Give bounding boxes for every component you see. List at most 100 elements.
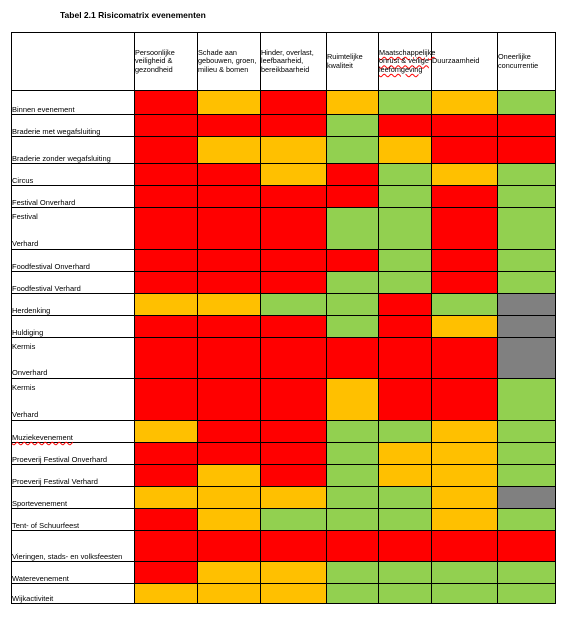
table-row: Braderie zonder wegafsluiting (11, 136, 556, 164)
row-label-text: Braderie met wegafsluiting (12, 127, 101, 136)
column-header-schade: Schade aan gebouwen, groen, milieu & bom… (197, 32, 261, 91)
row-label-text: Foodfestival Verhard (12, 284, 81, 293)
risk-cell (197, 530, 261, 562)
table-row: Circus (11, 163, 556, 186)
risk-cell (260, 90, 327, 115)
risk-cell (431, 293, 498, 316)
risk-cell (378, 163, 432, 186)
risk-cell (134, 163, 198, 186)
risk-cell (260, 114, 327, 137)
row-label-text: Foodfestival Onverhard (12, 262, 90, 271)
risk-cell (326, 114, 379, 137)
risk-cell (134, 530, 198, 562)
risk-cell (326, 583, 379, 604)
risk-cell (260, 378, 327, 421)
risk-cell (197, 583, 261, 604)
row-label-text: Braderie zonder wegafsluiting (12, 154, 111, 163)
row-label: Festival Onverhard (11, 185, 135, 208)
header-row: Persoonlijke veiligheid & gezondheid Sch… (11, 32, 556, 91)
column-header-duurzaamheid: Duurzaamheid (431, 32, 498, 91)
risk-cell (431, 185, 498, 208)
table-row: Proeverij Festival Onverhard (11, 442, 556, 465)
risk-cell (134, 583, 198, 604)
risk-cell (326, 293, 379, 316)
risk-cell (260, 486, 327, 509)
table-row: Festival Verhard (11, 207, 556, 250)
risk-cell (260, 163, 327, 186)
risk-cell (497, 486, 556, 509)
column-header-ruimtelijke-kwaliteit: Ruimtelijke kwaliteit (326, 32, 379, 91)
row-label-line2: Onverhard (12, 368, 48, 377)
risk-cell (497, 378, 556, 421)
risk-cell (260, 464, 327, 487)
risk-cell (134, 136, 198, 164)
row-label-text: Tent- of Schuurfeest (12, 521, 80, 530)
risk-cell (497, 464, 556, 487)
row-label: Sportevenement (11, 486, 135, 509)
risk-cell (378, 337, 432, 379)
row-label-text: Herdenking (12, 306, 51, 315)
risk-cell (197, 90, 261, 115)
risk-cell (197, 185, 261, 208)
table-row: Muziekevenement (11, 420, 556, 443)
row-label: Binnen evenement (11, 90, 135, 115)
row-label-text: Muziekevenement (12, 433, 73, 442)
column-header-oneerlijke-concurrentie: Oneerlijke concurrentie (497, 32, 556, 91)
risk-cell (497, 530, 556, 562)
risk-cell (378, 114, 432, 137)
risk-cell (431, 90, 498, 115)
risk-cell (378, 583, 432, 604)
table-row: Binnen evenement (11, 90, 556, 115)
row-label-text: Huldiging (12, 328, 44, 337)
risk-cell (197, 420, 261, 443)
risk-cell (326, 185, 379, 208)
risk-cell (497, 207, 556, 250)
table-row: Kermis Onverhard (11, 337, 556, 379)
row-label-line1: Kermis (12, 383, 36, 392)
risk-cell (378, 561, 432, 584)
row-label: Muziekevenement (11, 420, 135, 443)
row-label-line1: Festival (12, 212, 38, 221)
risk-cell (134, 114, 198, 137)
row-label-text: Binnen evenement (12, 105, 75, 114)
risk-cell (260, 337, 327, 379)
risk-cell (431, 249, 498, 272)
risk-cell (197, 271, 261, 294)
risk-cell (431, 271, 498, 294)
row-label: Kermis Verhard (11, 378, 135, 421)
risk-cell (134, 185, 198, 208)
risk-cell (197, 114, 261, 137)
risk-cell (431, 442, 498, 465)
risk-cell (197, 508, 261, 531)
risk-cell (497, 114, 556, 137)
row-label: Huldiging (11, 315, 135, 338)
risk-cell (378, 249, 432, 272)
risk-cell (497, 337, 556, 379)
risk-cell (431, 337, 498, 379)
risk-cell (497, 163, 556, 186)
row-label-text: Circus (12, 176, 34, 185)
row-label: Braderie met wegafsluiting (11, 114, 135, 137)
risk-cell (497, 136, 556, 164)
row-label-text: Wijkactiviteit (12, 594, 54, 603)
risk-cell (260, 561, 327, 584)
risk-cell (431, 420, 498, 443)
row-label-line2: Verhard (12, 410, 39, 419)
row-label: Kermis Onverhard (11, 337, 135, 379)
risk-cell (197, 378, 261, 421)
risk-cell (378, 185, 432, 208)
row-label-text: Festival Onverhard (12, 198, 76, 207)
risk-cell (260, 442, 327, 465)
row-label-text: Sportevenement (12, 499, 68, 508)
risk-cell (197, 163, 261, 186)
risk-cell (134, 249, 198, 272)
row-label: Herdenking (11, 293, 135, 316)
row-label-line2: Verhard (12, 239, 39, 248)
row-label: Vieringen, stads- en volksfeesten (11, 530, 135, 562)
table-row: Kermis Verhard (11, 378, 556, 421)
risk-cell (134, 508, 198, 531)
risk-cell (378, 293, 432, 316)
risk-cell (431, 561, 498, 584)
risk-cell (134, 90, 198, 115)
risk-cell (497, 561, 556, 584)
